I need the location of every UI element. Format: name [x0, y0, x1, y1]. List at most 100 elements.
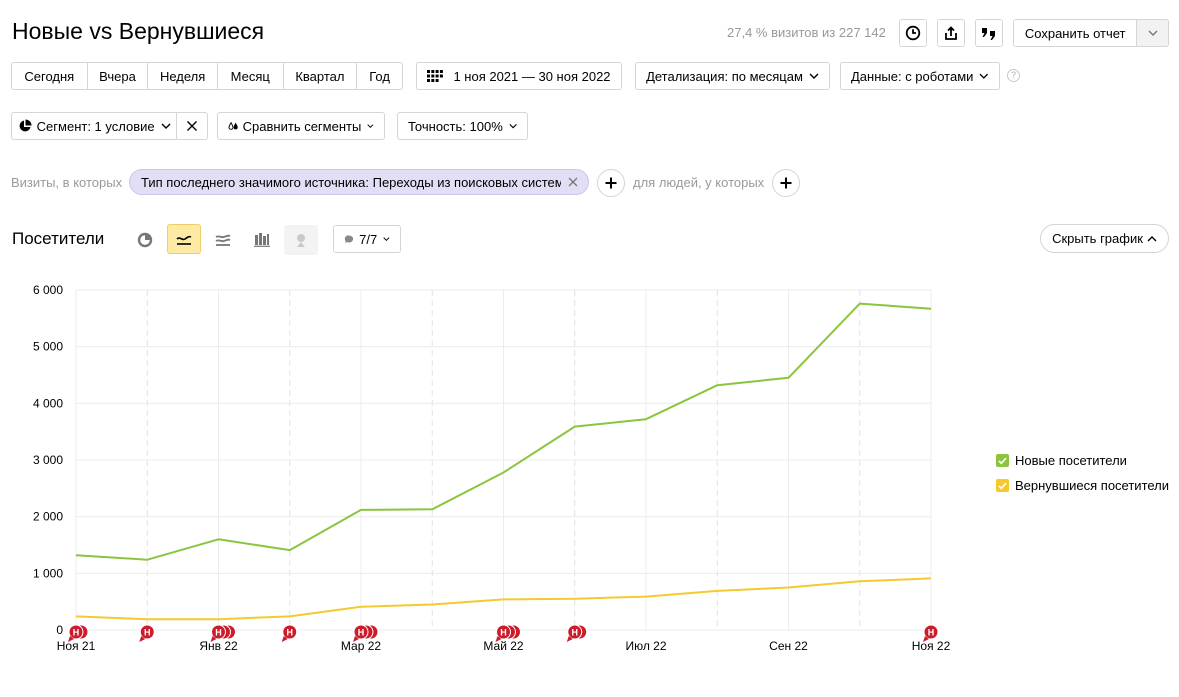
view-pie-button[interactable] — [128, 225, 162, 255]
data-point[interactable] — [570, 594, 580, 604]
data-point[interactable] — [570, 422, 580, 432]
data-point[interactable] — [499, 594, 509, 604]
data-point[interactable] — [784, 373, 794, 383]
annotation-marker[interactable]: Н — [210, 624, 226, 642]
segment-clear-button[interactable] — [177, 113, 207, 139]
data-point[interactable] — [356, 505, 366, 515]
annotation-label: Н — [215, 628, 222, 638]
accuracy-dropdown[interactable]: Точность: 100% — [397, 112, 528, 140]
data-point[interactable] — [142, 614, 152, 624]
data-mode-dropdown[interactable]: Данные: с роботами — [840, 62, 1000, 90]
data-point[interactable] — [285, 545, 295, 555]
hide-chart-button[interactable]: Скрыть график — [1040, 224, 1169, 253]
checkbox-icon[interactable] — [996, 479, 1009, 492]
period-quarter[interactable]: Квартал — [284, 63, 358, 89]
line-chart: 0 1 000 2 000 3 000 4 000 5 000 6 000 Ноя 21 Ян… — [33, 283, 951, 653]
annotation-label: Н — [144, 628, 151, 638]
x-tick-label: Янв 22 — [199, 639, 238, 653]
period-year[interactable]: Год — [369, 68, 390, 84]
annotation-label: Н — [928, 628, 935, 638]
data-point[interactable] — [926, 573, 936, 583]
y-tick-label: 4 000 — [33, 396, 63, 410]
data-point[interactable] — [71, 550, 81, 560]
view-area-button[interactable] — [206, 225, 240, 255]
data-point[interactable] — [855, 576, 865, 586]
bar-chart-icon — [254, 233, 270, 247]
period-week[interactable]: Неделя — [148, 63, 218, 89]
chart-title: Посетители — [12, 229, 105, 248]
add-visit-condition-button[interactable] — [597, 169, 625, 197]
y-tick-label: 0 — [56, 623, 63, 637]
detail-label: Детализация: по месяцам — [646, 68, 803, 84]
period-month[interactable]: Месяц — [218, 63, 284, 89]
plus-icon — [605, 177, 617, 189]
view-line-button[interactable] — [167, 224, 201, 254]
data-point[interactable] — [71, 611, 81, 621]
data-point[interactable] — [356, 602, 366, 612]
annotation-label: Н — [572, 628, 579, 638]
chevron-up-icon — [1147, 235, 1157, 241]
annotation-label: Н — [73, 628, 80, 638]
help-icon[interactable]: ? — [1007, 69, 1020, 82]
period-selector: Сегодня Вчера Неделя Месяц Квартал Год — [11, 62, 403, 90]
y-tick-label: 5 000 — [33, 340, 63, 354]
filter-people-label: для людей, у которых — [633, 175, 765, 190]
legend-item-returning[interactable]: Вернувшиеся посетители — [996, 478, 1169, 493]
annotation-marker[interactable]: Н — [68, 624, 84, 642]
annotations-dropdown[interactable]: 7/7 — [333, 225, 401, 253]
annotation-marker[interactable]: Н — [923, 624, 939, 642]
data-point[interactable] — [784, 583, 794, 593]
compare-segments-dropdown[interactable]: Сравнить сегменты — [217, 112, 385, 140]
comment-icon — [344, 234, 354, 243]
save-options-button[interactable] — [1137, 20, 1168, 46]
annotation-marker[interactable]: Н — [353, 624, 369, 642]
data-point[interactable] — [427, 600, 437, 610]
data-point[interactable] — [214, 614, 224, 624]
compare-segments-label: Сравнить сегменты — [242, 118, 362, 134]
annotation-marker[interactable]: Н — [139, 624, 155, 642]
annotation-label: Н — [358, 628, 365, 638]
data-point[interactable] — [427, 504, 437, 514]
series-line-returning[interactable] — [75, 577, 932, 621]
data-point[interactable] — [712, 380, 722, 390]
data-point[interactable] — [641, 592, 651, 602]
legend-item-new[interactable]: Новые посетители — [996, 453, 1127, 468]
period-today[interactable]: Сегодня — [12, 63, 88, 89]
comments-button[interactable] — [975, 19, 1003, 47]
period-yesterday[interactable]: Вчера — [88, 63, 149, 89]
chevron-down-icon — [509, 123, 517, 129]
close-icon[interactable] — [568, 177, 578, 187]
x-tick-label: Мар 22 — [341, 639, 381, 653]
view-map-button[interactable] — [284, 225, 318, 255]
visits-stats: 27,4 % визитов из 227 142 — [727, 25, 886, 40]
annotation-marker[interactable]: Н — [281, 624, 298, 642]
x-tick-label: Сен 22 — [769, 639, 808, 653]
chevron-down-icon — [161, 123, 171, 129]
area-chart-icon — [215, 234, 231, 246]
data-point[interactable] — [499, 467, 509, 477]
pie-chart-icon — [137, 232, 153, 248]
save-report-button[interactable]: Сохранить отчет — [1014, 20, 1138, 46]
data-point[interactable] — [855, 299, 865, 309]
annotation-label: Н — [500, 628, 507, 638]
data-point[interactable] — [641, 414, 651, 424]
view-bar-button[interactable] — [245, 225, 279, 255]
export-button[interactable] — [937, 19, 965, 47]
detail-dropdown[interactable]: Детализация: по месяцам — [635, 62, 830, 90]
data-point[interactable] — [214, 534, 224, 544]
data-point[interactable] — [142, 555, 152, 565]
history-button[interactable] — [899, 19, 927, 47]
data-point[interactable] — [712, 586, 722, 596]
page-title: Новые vs Вернувшиеся — [12, 18, 265, 44]
segment-dropdown[interactable]: Сегмент: 1 условие — [12, 113, 178, 139]
add-people-condition-button[interactable] — [772, 169, 800, 197]
filter-condition-chip[interactable]: Тип последнего значимого источника: Пере… — [129, 169, 589, 195]
date-range-button[interactable]: 1 ноя 2021 — 30 ноя 2022 — [416, 62, 622, 90]
annotation-marker[interactable]: Н — [495, 624, 511, 642]
annotation-marker[interactable]: Н — [566, 624, 583, 642]
data-point[interactable] — [285, 611, 295, 621]
map-pin-icon — [297, 234, 305, 247]
data-point[interactable] — [926, 304, 936, 314]
series-line-new[interactable] — [75, 302, 932, 561]
checkbox-icon[interactable] — [996, 454, 1009, 467]
